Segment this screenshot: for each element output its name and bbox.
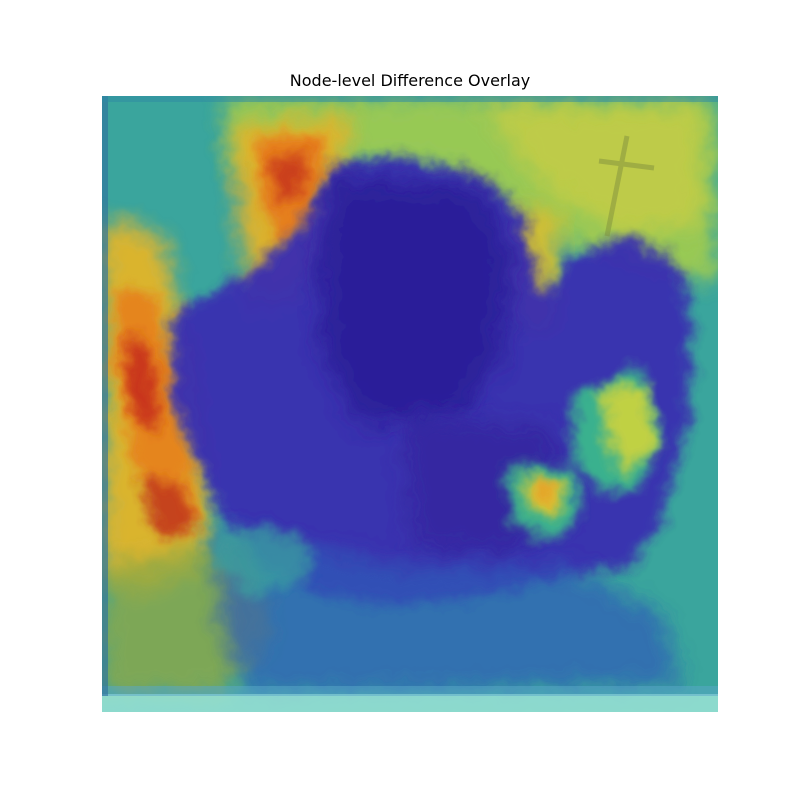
figure-title: Node-level Difference Overlay	[289, 71, 531, 90]
cross-mark	[598, 135, 655, 237]
bottom-frame-strip	[102, 694, 718, 712]
heatmap-overlay-image	[102, 96, 718, 712]
overlay-svg	[102, 96, 718, 712]
